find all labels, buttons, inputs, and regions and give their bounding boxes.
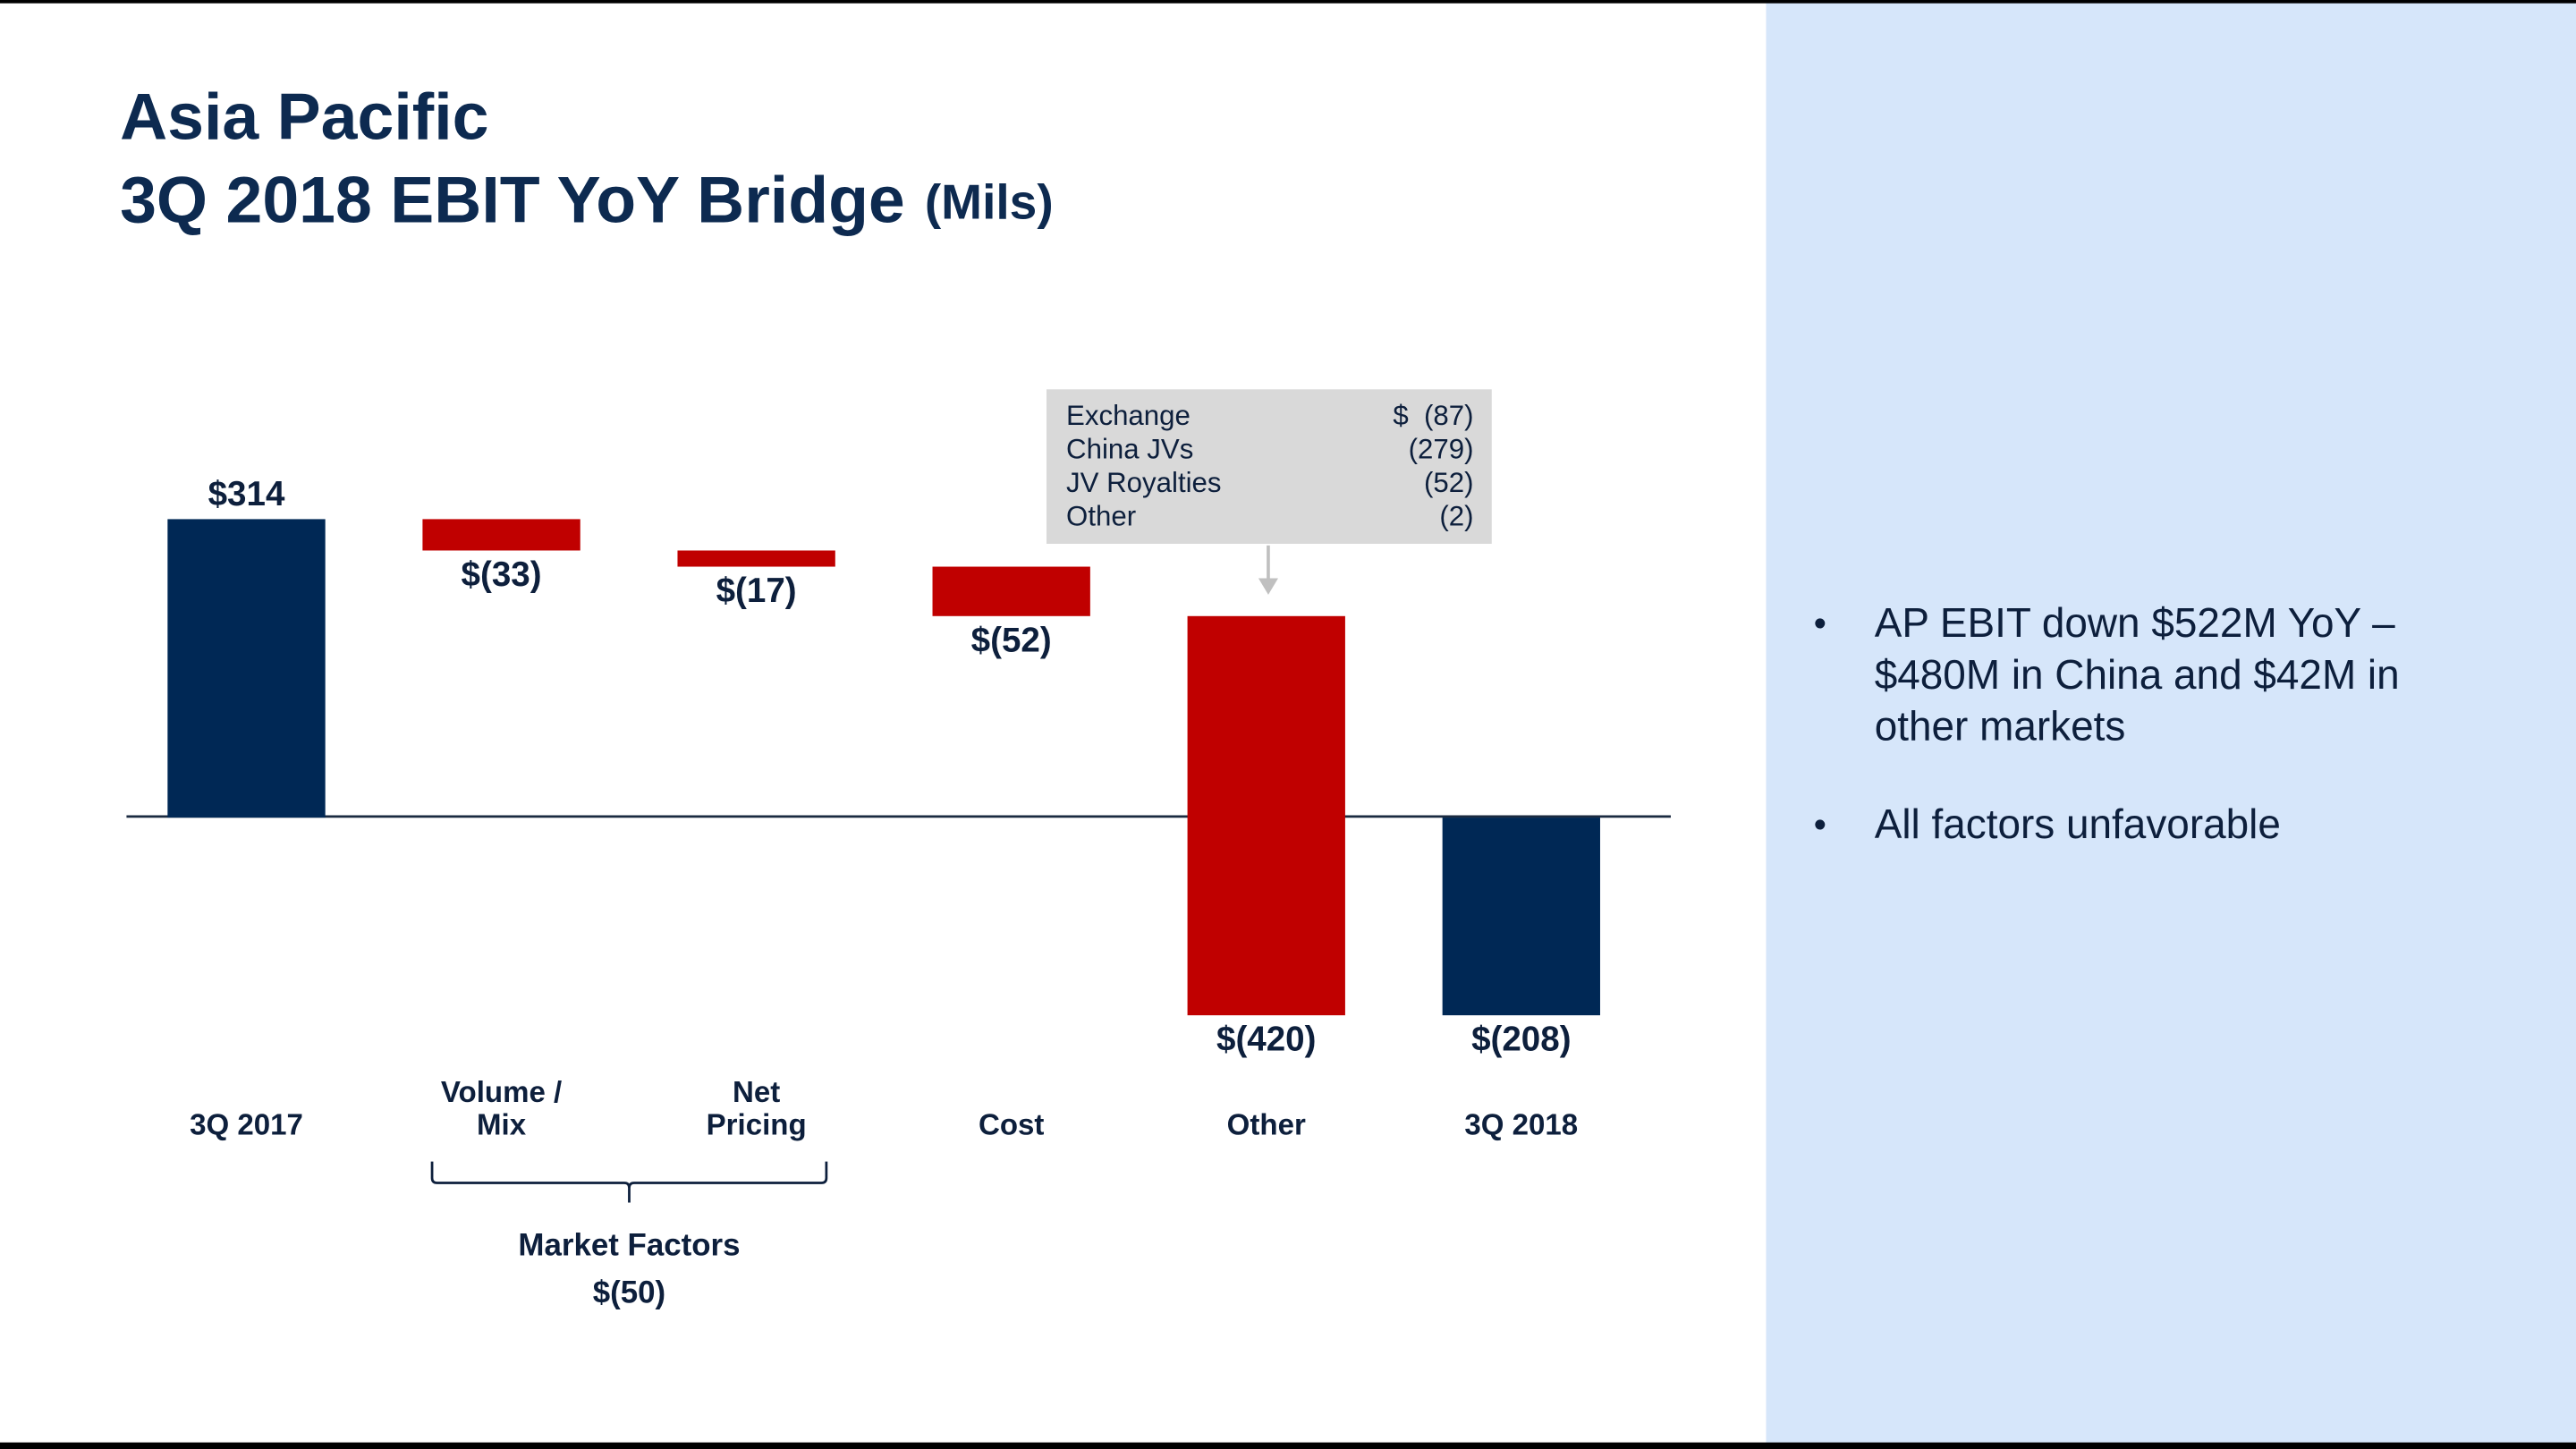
x-tick-label: Other [1227, 1109, 1306, 1142]
x-tick-label: 3Q 2018 [1464, 1109, 1578, 1142]
unit-label: (Mils) [925, 174, 1054, 229]
bullet-dot: • [1814, 602, 1826, 643]
value-label: $(52) [971, 621, 1052, 659]
bar [677, 550, 835, 567]
group-bracket [430, 1161, 828, 1203]
bullet-text: other markets [1875, 703, 2126, 750]
value-label: $314 [208, 475, 285, 513]
value-label: $(33) [462, 555, 542, 594]
bar [167, 519, 326, 818]
callout-arrowhead [1258, 578, 1278, 595]
bar [1187, 615, 1345, 1016]
subtitle: 3Q 2018 EBIT YoY Bridge (Mils) [120, 163, 1054, 237]
bullet-dot: • [1814, 803, 1826, 844]
x-tick-label: 3Q 2017 [190, 1109, 303, 1142]
callout-value: (279) [1409, 433, 1474, 464]
callout-value: (2) [1439, 501, 1473, 532]
top-border [0, 0, 2576, 4]
bar [422, 519, 580, 551]
x-tick-label: Net [733, 1076, 780, 1109]
callout-label: Exchange [1066, 400, 1191, 431]
value-label: $(420) [1216, 1021, 1316, 1059]
side-panel [1766, 0, 2576, 1449]
callout-value: $ (87) [1393, 400, 1473, 431]
callout-label: JV Royalties [1066, 467, 1222, 498]
group-label: Market Factors [518, 1227, 740, 1262]
x-tick-label: Cost [979, 1109, 1044, 1142]
x-tick-label: Pricing [707, 1109, 807, 1142]
bullet-text: $480M in China and $42M in [1875, 651, 2400, 698]
bar [1442, 818, 1600, 1016]
x-tick-label: Volume / [441, 1076, 562, 1109]
bottom-border [0, 1442, 2576, 1449]
subtitle-main: 3Q 2018 EBIT YoY Bridge [120, 163, 905, 237]
title: Asia Pacific [120, 79, 488, 153]
group-value: $(50) [593, 1275, 665, 1310]
callout-label: Other [1066, 501, 1136, 532]
value-label: $(208) [1471, 1021, 1571, 1059]
callout-value: (52) [1424, 467, 1474, 498]
callout-box [1046, 389, 1492, 544]
callout-label: China JVs [1066, 433, 1193, 464]
bullet-text: All factors unfavorable [1875, 801, 2281, 847]
x-tick-label: Mix [477, 1109, 527, 1142]
value-label: $(17) [716, 572, 797, 610]
bar [932, 566, 1090, 616]
bullet-text: AP EBIT down $522M YoY – [1875, 599, 2395, 646]
